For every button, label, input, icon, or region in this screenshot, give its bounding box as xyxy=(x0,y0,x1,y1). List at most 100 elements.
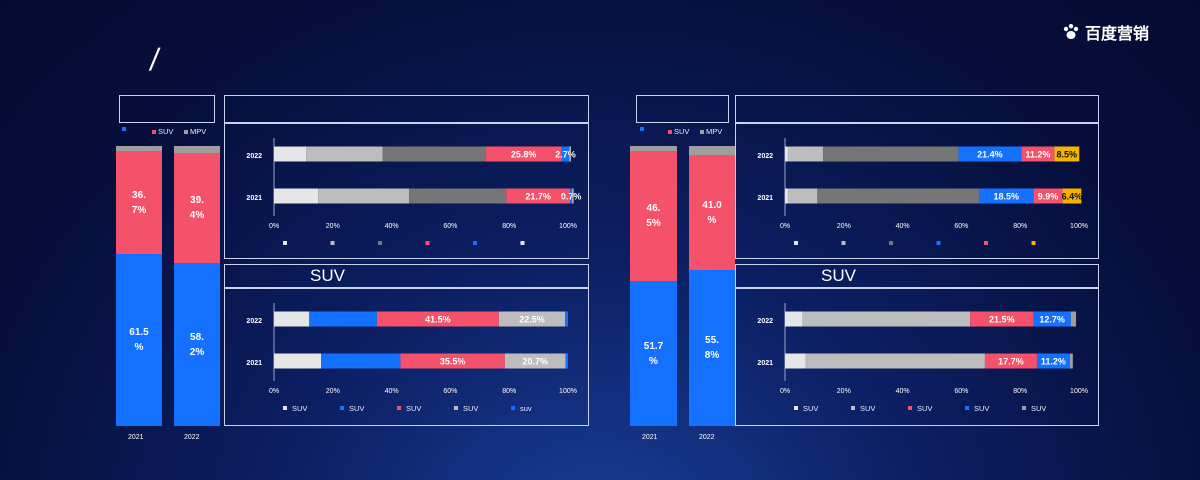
data-label: 12.7% xyxy=(1039,315,1065,325)
data-label: 9.9% xyxy=(1038,192,1059,202)
column-year-label: 2021 xyxy=(128,434,144,441)
legend-swatch xyxy=(454,406,458,410)
x-tick-label: 40% xyxy=(385,388,399,395)
x-tick-label: 40% xyxy=(896,223,910,230)
category-label: 2022 xyxy=(246,318,262,325)
bar-segment xyxy=(1033,311,1071,327)
data-label: 11.2% xyxy=(1025,150,1050,160)
legend-swatch xyxy=(397,406,401,410)
right-bottom-title: SUV xyxy=(821,266,856,285)
legend-swatch xyxy=(330,241,335,245)
left-columns-legend-suv: SUV xyxy=(152,127,173,136)
category-label: 2022 xyxy=(757,153,773,160)
x-tick-label: 40% xyxy=(896,388,910,395)
legend-label: SUV xyxy=(917,404,932,413)
bar-segment xyxy=(400,353,505,369)
x-tick-label: 60% xyxy=(954,223,968,230)
bar-segment xyxy=(984,353,1037,369)
left-top-chart-frame: 2022 25.8% 2.7% 2021 21.7% 0.7% 0% 20% 40% 60% 80%… xyxy=(224,123,589,259)
data-label: 25.8% xyxy=(511,150,537,160)
legend-swatch xyxy=(340,406,344,410)
bar-segment xyxy=(787,146,824,162)
column-2022: 39. 4% 58. 2% xyxy=(174,146,220,426)
legend-swatch xyxy=(283,406,287,410)
legend-label: SUV xyxy=(674,127,690,136)
right-columns-legend-blue xyxy=(640,127,646,131)
legend-swatch xyxy=(889,241,893,245)
bar-segment xyxy=(823,146,959,162)
column-segment-mpv xyxy=(116,146,162,151)
x-tick-label: 20% xyxy=(326,388,340,395)
column-segment-suv: 39. 4% xyxy=(174,153,220,263)
right-bottom-chart: 2022 21.5% 12.7% 2021 17.7% 11.2% 0% 20% 40% 60% 8… xyxy=(757,303,1088,413)
legend-swatch xyxy=(668,129,672,134)
legend-swatch xyxy=(965,406,969,410)
x-tick-label: 80% xyxy=(502,388,516,395)
x-tick-label: 20% xyxy=(837,388,851,395)
bar-segment xyxy=(785,146,788,162)
legend-swatch xyxy=(520,241,525,245)
bar-segment xyxy=(1021,146,1055,162)
left-bottom-title: SUV xyxy=(310,266,345,285)
data-label: 6.4% xyxy=(1062,192,1083,202)
brand-text: 百度营销 xyxy=(1085,26,1150,43)
legend-swatch xyxy=(984,241,988,245)
legend-swatch xyxy=(425,241,430,245)
left-columns-legend-mpv: MPV xyxy=(184,127,206,136)
x-tick-label: 0% xyxy=(269,223,279,230)
legend-label: SUV xyxy=(974,404,989,413)
bar-segment xyxy=(504,353,566,369)
data-label: 22.5% xyxy=(519,315,545,325)
data-label: 11.2% xyxy=(1041,357,1066,367)
column-segment-mpv xyxy=(174,146,220,153)
column-segment-blue: 61.5 % xyxy=(116,254,162,426)
bar-segment xyxy=(805,353,985,369)
right-top-chart: 2022 21.4% 11.2% 8.5% 2021 18.5% 9.9% 6.4% 0% 20%… xyxy=(757,138,1088,245)
left-top-chart: 2022 25.8% 2.7% 2021 21.7% 0.7% 0% 20% 40% 60% 80%… xyxy=(246,138,581,245)
legend-label: MPV xyxy=(706,127,723,136)
x-tick-label: 80% xyxy=(1013,223,1027,230)
legend-swatch xyxy=(794,406,798,410)
legend-label: SUV xyxy=(803,404,818,413)
category-label: 2022 xyxy=(757,318,773,325)
column-segment-mpv xyxy=(630,146,677,151)
x-tick-label: 100% xyxy=(559,388,577,395)
bar-segment xyxy=(306,146,383,162)
category-label: 2022 xyxy=(246,153,262,160)
category-label: 2021 xyxy=(246,360,262,367)
bar-segment xyxy=(274,311,310,327)
legend-swatch xyxy=(152,129,156,134)
legend-label: SUV xyxy=(860,404,875,413)
bar-segment xyxy=(785,311,803,327)
bar-segment xyxy=(970,311,1034,327)
bar-segment xyxy=(309,311,377,327)
bar-segment xyxy=(787,188,818,204)
column-segment-suv: 36. 7% xyxy=(116,151,162,254)
x-tick-label: 0% xyxy=(780,223,790,230)
x-tick-label: 40% xyxy=(385,223,399,230)
left-columns-legend-blue xyxy=(122,127,128,131)
bar-segment xyxy=(498,311,566,327)
category-label: 2021 xyxy=(757,195,773,202)
bar-segment xyxy=(958,146,1022,162)
legend-swatch xyxy=(511,406,515,410)
column-segment-suv: 41.0 % xyxy=(689,155,735,270)
x-tick-label: 100% xyxy=(1070,388,1088,395)
legend-swatch xyxy=(640,127,644,131)
right-columns-legend-suv: SUV xyxy=(668,127,689,136)
bar-segment xyxy=(409,188,507,204)
legend-label: SUV xyxy=(463,404,478,413)
legend-swatch xyxy=(473,241,477,245)
bar-segment xyxy=(382,146,486,162)
bar-segment xyxy=(274,188,319,204)
data-label: 21.5% xyxy=(989,315,1015,325)
legend-swatch xyxy=(1022,406,1026,410)
column-segment-blue: 58. 2% xyxy=(174,263,220,426)
bar-segment xyxy=(570,188,573,204)
bar-segment xyxy=(785,188,788,204)
legend-label: SUV xyxy=(349,404,364,413)
bar-segment xyxy=(565,353,568,369)
column-2021: 46. 5% 51.7 % xyxy=(630,146,677,426)
x-tick-label: 20% xyxy=(837,223,851,230)
x-tick-label: 0% xyxy=(269,388,279,395)
